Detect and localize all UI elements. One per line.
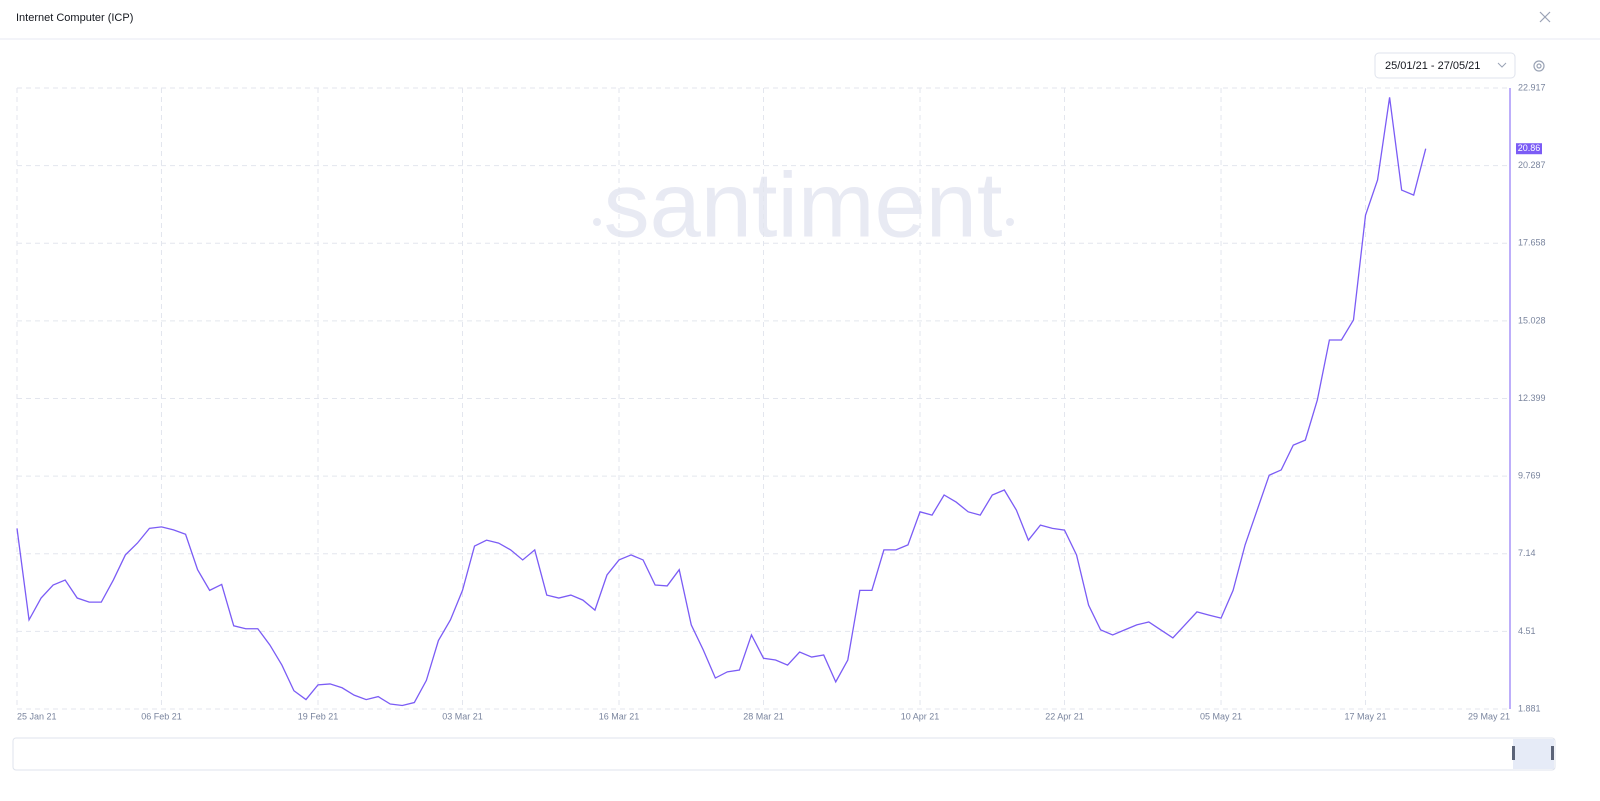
y-tick-label: 17.658 bbox=[1518, 238, 1546, 248]
x-tick-label: 05 May 21 bbox=[1200, 711, 1242, 721]
x-tick-label: 10 Apr 21 bbox=[901, 711, 940, 721]
close-button[interactable] bbox=[1539, 11, 1551, 23]
x-tick-label: 17 May 21 bbox=[1345, 711, 1387, 721]
settings-button[interactable] bbox=[1533, 60, 1545, 72]
y-tick-label: 22.917 bbox=[1518, 82, 1546, 92]
x-tick-label: 06 Feb 21 bbox=[141, 711, 182, 721]
y-tick-label: 20.287 bbox=[1518, 160, 1546, 170]
last-value-label: 20.86 bbox=[1518, 143, 1541, 153]
y-tick-label: 15.028 bbox=[1518, 315, 1546, 325]
watermark: santiment bbox=[593, 154, 1014, 256]
navigator[interactable] bbox=[12, 737, 1556, 771]
last-value-badge bbox=[1516, 143, 1542, 155]
x-tick-label: 29 May 21 bbox=[1468, 711, 1510, 721]
date-range-picker[interactable]: 25/01/21 - 27/05/21 bbox=[1374, 52, 1516, 79]
x-tick-label: 03 Mar 21 bbox=[442, 711, 483, 721]
x-tick-label: 16 Mar 21 bbox=[599, 711, 640, 721]
x-tick-label: 25 Jan 21 bbox=[17, 711, 57, 721]
y-tick-label: 1.881 bbox=[1518, 703, 1541, 713]
x-tick-label: 22 Apr 21 bbox=[1045, 711, 1084, 721]
y-tick-label: 12.399 bbox=[1518, 393, 1546, 403]
y-tick-label: 7.14 bbox=[1518, 548, 1536, 558]
price-line bbox=[16, 97, 1427, 707]
x-tick-label: 28 Mar 21 bbox=[743, 711, 784, 721]
x-tick-label: 19 Feb 21 bbox=[298, 711, 339, 721]
y-tick-label: 4.51 bbox=[1518, 626, 1536, 636]
date-range-text: 25/01/21 - 27/05/21 bbox=[1385, 60, 1480, 72]
window-title: Internet Computer (ICP) bbox=[16, 12, 133, 24]
y-tick-label: 9.769 bbox=[1518, 471, 1541, 481]
watermark-text: santiment bbox=[604, 154, 1003, 256]
